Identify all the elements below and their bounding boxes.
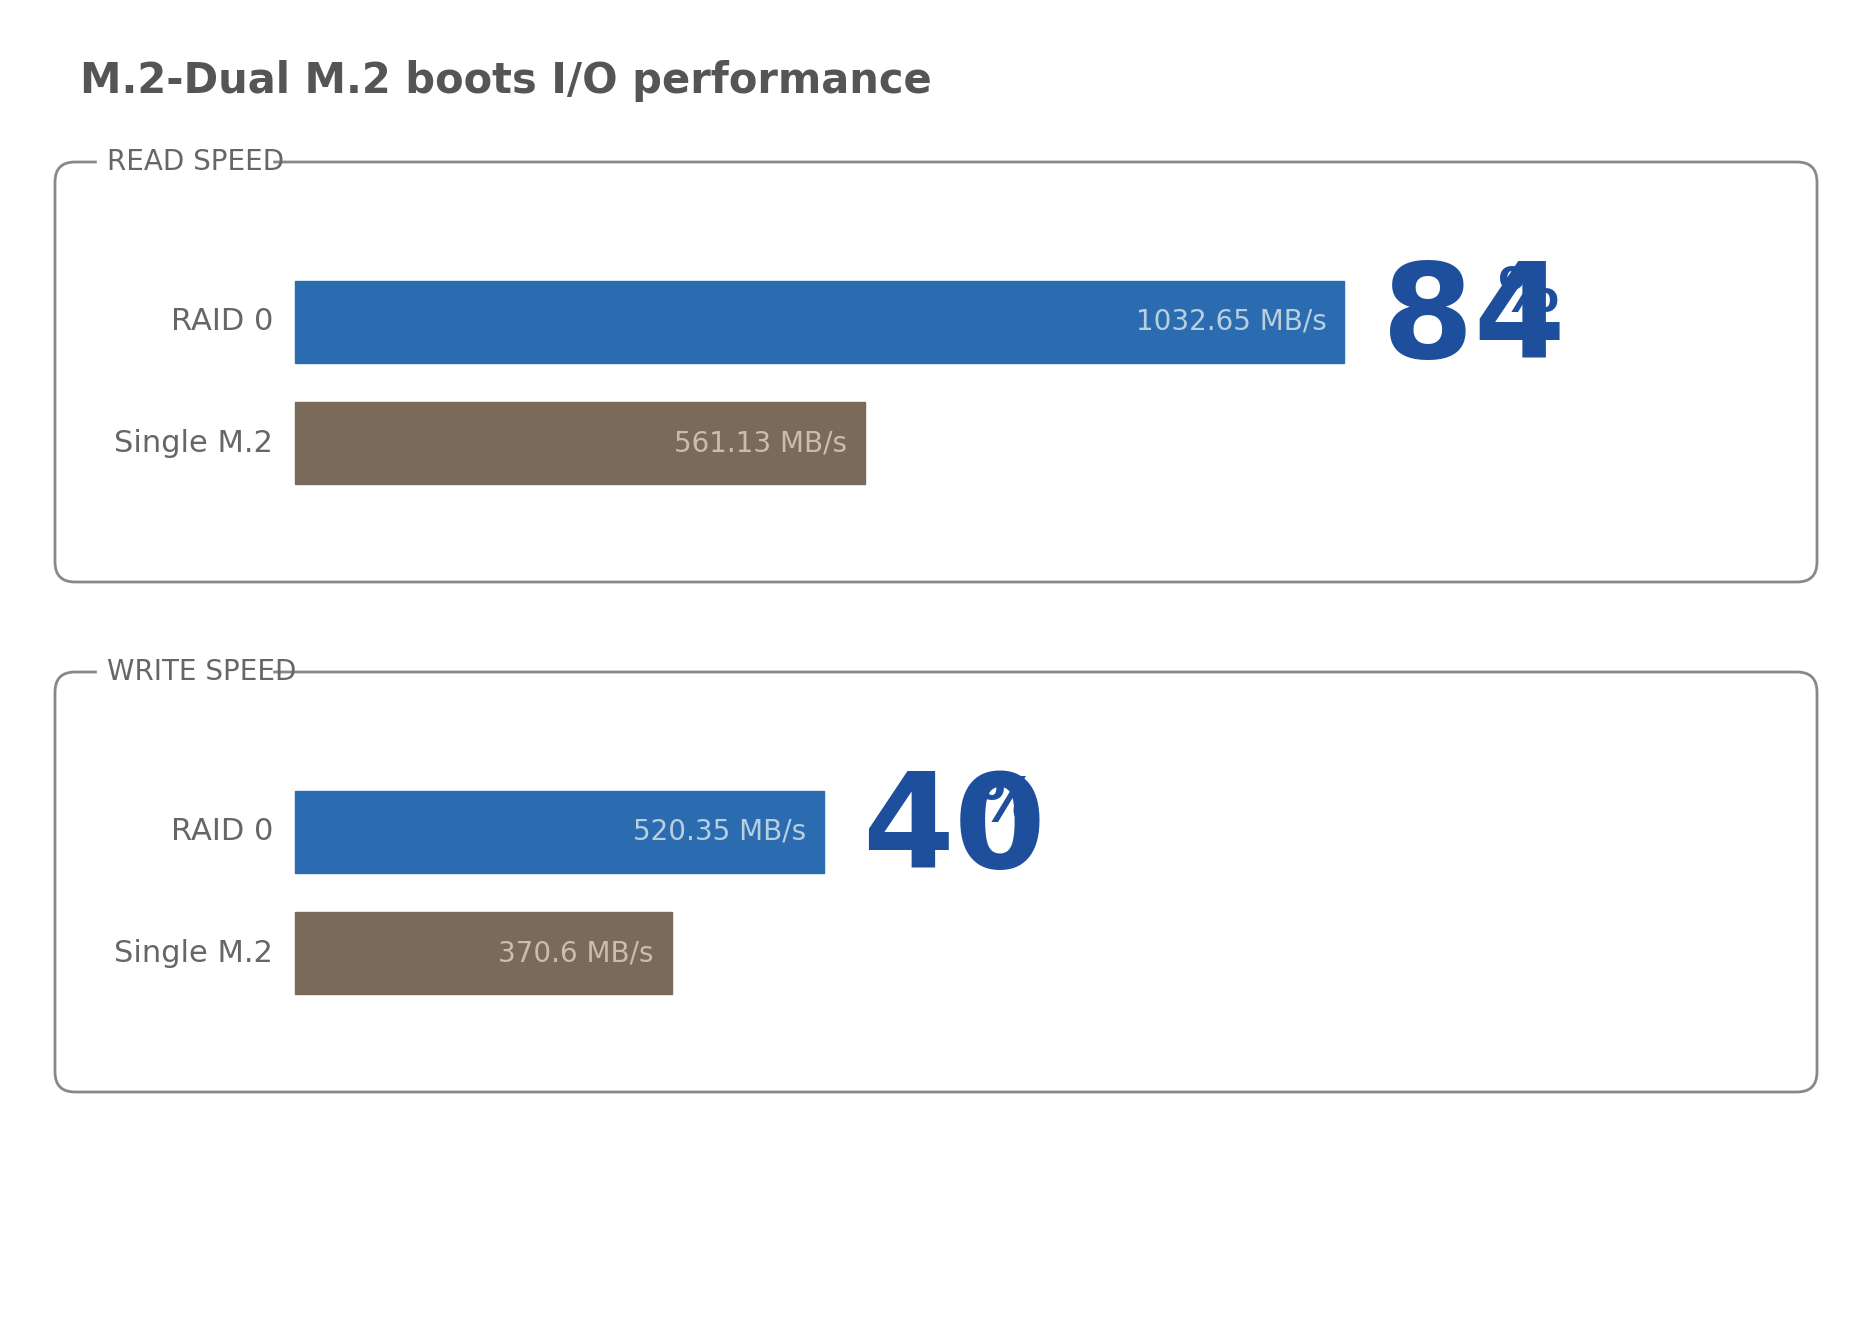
Text: %: % bbox=[1498, 265, 1559, 325]
Text: %: % bbox=[977, 775, 1039, 835]
Text: M.2-Dual M.2 boots I/O performance: M.2-Dual M.2 boots I/O performance bbox=[80, 60, 932, 102]
Text: 1032.65 MB/s: 1032.65 MB/s bbox=[1136, 308, 1327, 336]
Text: Single M.2: Single M.2 bbox=[114, 429, 273, 458]
Text: RAID 0: RAID 0 bbox=[170, 817, 273, 847]
Text: 40: 40 bbox=[861, 768, 1046, 896]
Text: 84: 84 bbox=[1382, 257, 1567, 385]
Bar bbox=[97, 149, 271, 175]
Bar bbox=[296, 913, 672, 994]
Text: 520.35 MB/s: 520.35 MB/s bbox=[633, 817, 805, 845]
Text: Single M.2: Single M.2 bbox=[114, 940, 273, 967]
Text: 370.6 MB/s: 370.6 MB/s bbox=[498, 940, 653, 967]
Text: RAID 0: RAID 0 bbox=[170, 307, 273, 336]
Text: WRITE SPEED: WRITE SPEED bbox=[107, 658, 296, 686]
FancyBboxPatch shape bbox=[54, 162, 1818, 583]
Bar bbox=[296, 791, 824, 873]
Bar bbox=[296, 280, 1344, 362]
Text: 561.13 MB/s: 561.13 MB/s bbox=[674, 430, 848, 458]
Bar bbox=[97, 660, 271, 685]
Bar bbox=[296, 402, 865, 484]
FancyBboxPatch shape bbox=[54, 671, 1818, 1092]
Text: READ SPEED: READ SPEED bbox=[107, 149, 285, 176]
